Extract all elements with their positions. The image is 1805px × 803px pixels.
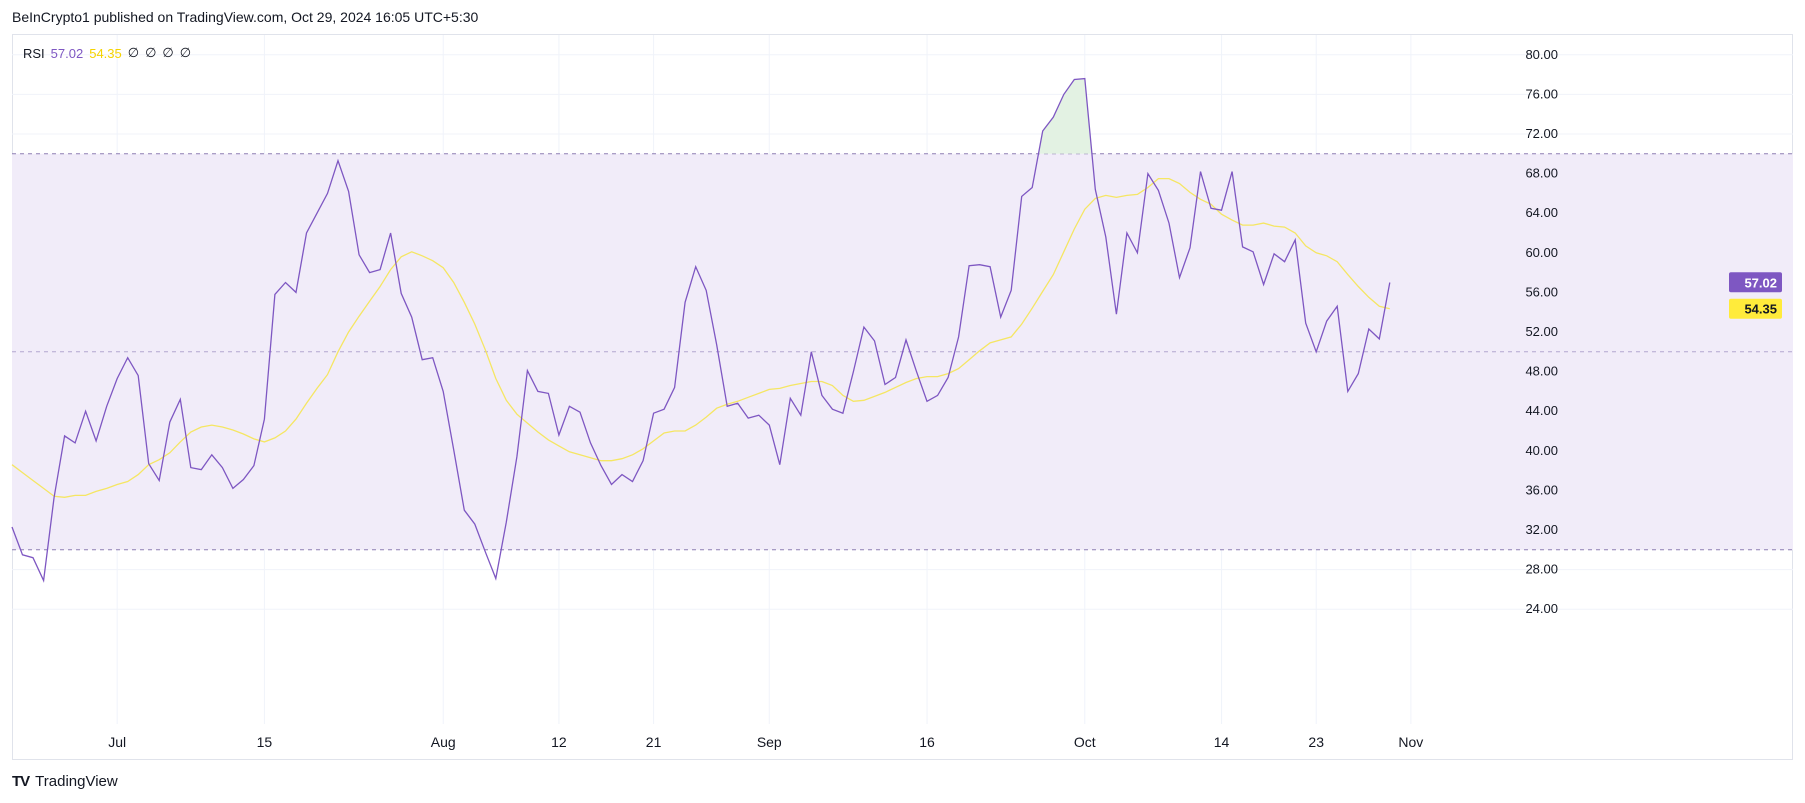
y-tick-label: 56.00 bbox=[1525, 284, 1558, 299]
legend-empty-symbol: ∅ bbox=[179, 45, 192, 60]
x-tick-label: 12 bbox=[551, 734, 567, 750]
y-tick-label: 52.00 bbox=[1525, 324, 1558, 339]
legend-empty-symbol: ∅ bbox=[145, 45, 157, 60]
overbought-fill bbox=[1038, 78, 1092, 154]
y-tick-label: 68.00 bbox=[1525, 166, 1558, 181]
y-tick-label: 32.00 bbox=[1525, 522, 1558, 537]
y-tick-label: 60.00 bbox=[1525, 245, 1558, 260]
y-tick-label: 80.00 bbox=[1525, 47, 1558, 62]
y-axis: 80.00 76.00 72.00 68.00 64.00 60.00 56.00 52.00… bbox=[1525, 47, 1558, 616]
x-tick-label: 16 bbox=[919, 734, 935, 750]
last-value-badge-ma bbox=[1729, 298, 1782, 319]
y-tick-label: 40.00 bbox=[1525, 443, 1558, 458]
series-line-ma bbox=[11, 177, 1390, 498]
y-tick-label: 72.00 bbox=[1525, 126, 1558, 141]
legend-empty-symbol: ∅ bbox=[162, 45, 174, 60]
last-value-label-ma: 54.35 bbox=[1744, 302, 1777, 317]
legend-empty-symbol: ∅ bbox=[127, 45, 140, 60]
legend-rsi-value: 57.02 bbox=[50, 45, 84, 61]
publisher-line: BeInCrypto1 published on TradingView.com… bbox=[12, 9, 479, 25]
x-tick-label: 21 bbox=[646, 734, 662, 750]
y-tick-label: 64.00 bbox=[1525, 205, 1558, 220]
x-tick-label: Jul bbox=[108, 734, 126, 750]
x-axis: Jul 15 Aug 12 21 Sep 16 Oct 14 23 Nov bbox=[108, 734, 1423, 750]
y-tick-label: 44.00 bbox=[1525, 403, 1558, 418]
y-tick-label: 24.00 bbox=[1525, 601, 1558, 616]
legend-ma-value: 54.35 bbox=[89, 45, 122, 61]
x-tick-label: 14 bbox=[1214, 734, 1230, 750]
footer-brand: TradingView bbox=[35, 773, 118, 790]
x-tick-label: Oct bbox=[1074, 734, 1096, 750]
y-tick-label: 28.00 bbox=[1525, 562, 1558, 577]
legend-indicator-name: RSI bbox=[23, 45, 45, 61]
y-tick-label: 76.00 bbox=[1525, 86, 1558, 101]
y-tick-label: 48.00 bbox=[1525, 364, 1558, 379]
tradingview-logo-icon: TV bbox=[12, 773, 30, 790]
x-tick-label: 23 bbox=[1308, 734, 1324, 750]
series-line-rsi bbox=[11, 77, 1391, 583]
legend: RSI 57.02 54.35 ∅ ∅ ∅ ∅ bbox=[23, 45, 191, 61]
last-value-label-rsi: 57.02 bbox=[1744, 275, 1777, 290]
last-value-badges: 57.02 54.35 bbox=[1729, 272, 1782, 319]
last-value-badge-rsi bbox=[1729, 272, 1782, 293]
x-tick-label: Aug bbox=[431, 734, 456, 750]
x-tick-label: Nov bbox=[1398, 734, 1423, 750]
x-tick-label: Sep bbox=[757, 734, 782, 750]
footer[interactable]: TV TradingView bbox=[12, 773, 118, 790]
x-tick-label: 15 bbox=[257, 734, 273, 750]
y-tick-label: 36.00 bbox=[1525, 482, 1558, 497]
